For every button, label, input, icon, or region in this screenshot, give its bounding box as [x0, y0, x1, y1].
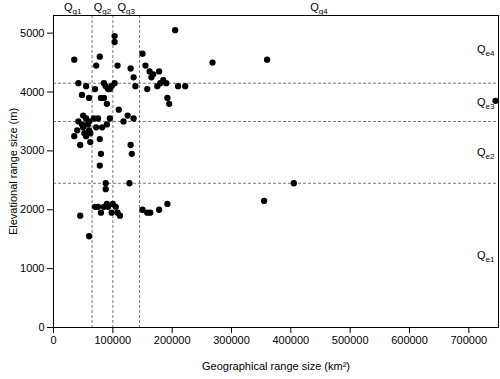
svg-text:Elevational range size (m): Elevational range size (m)	[7, 108, 19, 235]
svg-text:2000: 2000	[20, 203, 44, 215]
svg-text:Qe3: Qe3	[477, 96, 495, 111]
svg-text:Qg2: Qg2	[94, 1, 112, 16]
svg-text:100000: 100000	[94, 334, 131, 346]
svg-text:Qe1: Qe1	[477, 249, 495, 264]
svg-text:Qe2: Qe2	[477, 146, 495, 161]
svg-text:Geographical range size (km²): Geographical range size (km²)	[202, 360, 350, 372]
svg-text:3000: 3000	[20, 144, 44, 156]
svg-text:200000: 200000	[154, 334, 191, 346]
svg-text:Qg1: Qg1	[64, 1, 82, 16]
svg-text:Qg4: Qg4	[310, 1, 328, 16]
svg-text:500000: 500000	[332, 334, 369, 346]
svg-text:300000: 300000	[213, 334, 250, 346]
svg-text:600000: 600000	[391, 334, 428, 346]
svg-text:700000: 700000	[450, 334, 487, 346]
svg-text:Qg3: Qg3	[117, 1, 135, 16]
svg-text:1000: 1000	[20, 262, 44, 274]
svg-text:0: 0	[50, 334, 56, 346]
svg-text:0: 0	[38, 321, 44, 333]
svg-text:4000: 4000	[20, 86, 44, 98]
svg-text:5000: 5000	[20, 27, 44, 39]
svg-text:Qe4: Qe4	[477, 43, 495, 58]
svg-text:400000: 400000	[272, 334, 309, 346]
